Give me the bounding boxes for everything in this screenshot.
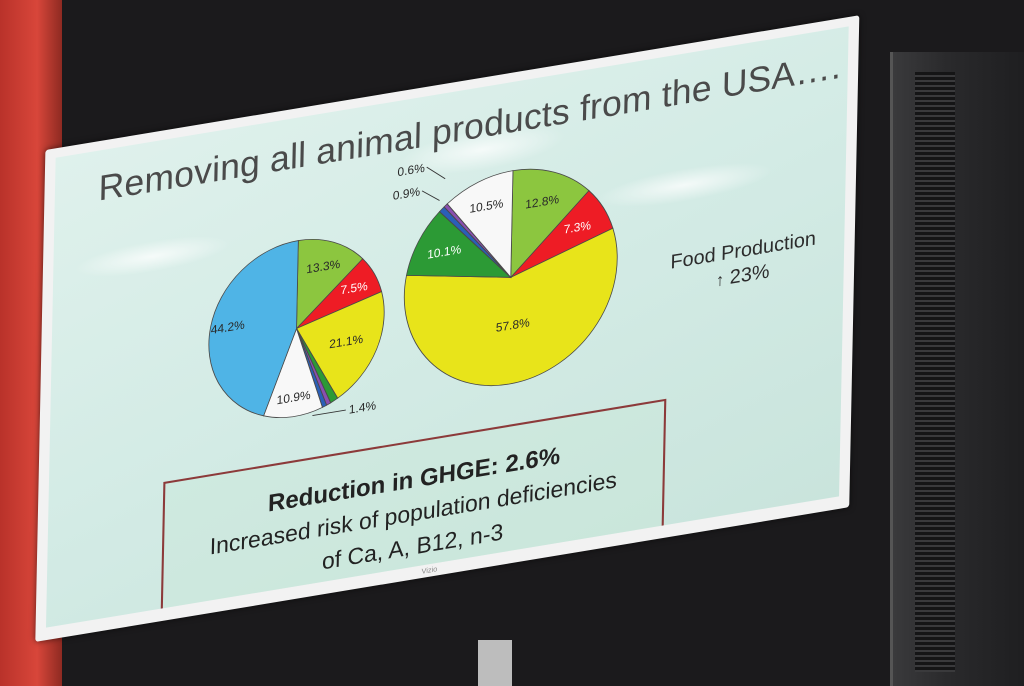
pie-slice [208,240,299,417]
pie-slice [510,168,590,279]
pie-slice [296,238,364,330]
arrow-up-icon: ↑ [715,271,725,291]
tv-stand [478,640,512,686]
slice-label: 12.8% [525,192,560,212]
food-production-note: Food Production ↑ 23% [654,225,832,303]
light-glare [73,227,231,286]
slice-label: 7.5% [340,279,368,297]
tv-display: Removing all animal products from the US… [35,15,860,642]
slice-label: 44.2% [211,318,246,338]
speaker-cabinet [890,52,1024,686]
pie-chart-plant-only: 12.8%7.3% 57.8% 10.1% 0.9% 0.6% 10.5% [393,161,618,387]
pie-slice [446,170,514,279]
slice-label: 0.9% [393,184,421,202]
speaker-grille [915,72,955,672]
callout-line [421,190,440,201]
slice-label: 1.4% [349,398,377,416]
pie-slice [403,227,618,387]
food-production-value: 23% [729,260,770,290]
slice-label: 10.9% [277,388,312,408]
callout-line [426,166,446,180]
slide-screen: Removing all animal products from the US… [45,26,849,628]
tv-brand-logo: Vizio [421,565,438,576]
slice-label: 10.1% [427,242,462,262]
callout-line [312,409,346,417]
slice-label: 7.3% [564,218,592,236]
slice-label: 10.5% [469,196,504,216]
slice-label: 21.1% [329,332,364,352]
pie-slice [295,291,385,399]
slice-label: 13.3% [306,257,341,277]
pie-chart-current: 13.3% 7.5% 21.1% 1.4% 10.9% 44.2% [208,238,385,419]
slice-label: 57.8% [496,315,531,335]
slice-label: 0.6% [397,161,425,179]
